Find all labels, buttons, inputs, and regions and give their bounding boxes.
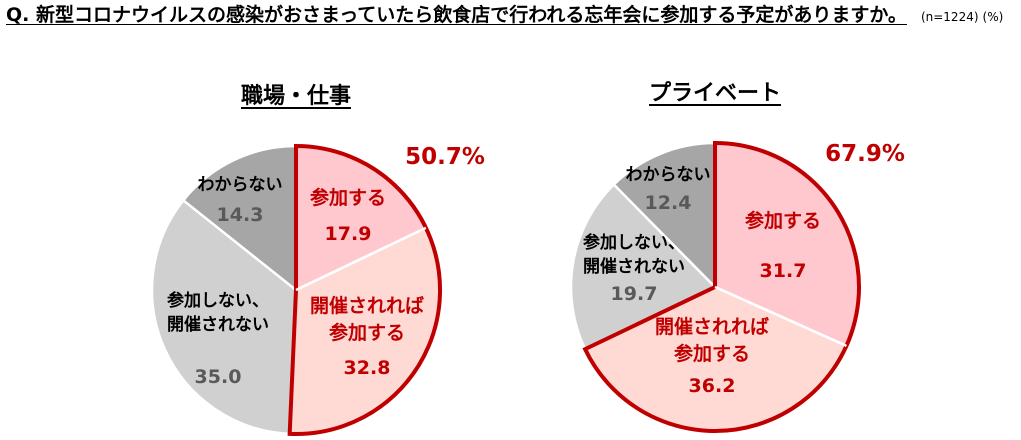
pie-slice-no	[150, 199, 298, 436]
highlight-outline	[582, 140, 861, 433]
slice-value-dontknow: 14.3	[217, 204, 264, 226]
slice-value-attend: 31.7	[760, 260, 807, 282]
slice-label-no: 参加しない、	[583, 232, 685, 253]
slice-value-dontknow: 12.4	[645, 192, 692, 214]
slice-value-attend: 17.9	[325, 223, 372, 245]
slice-label-attend: 参加する	[745, 209, 821, 232]
slice-value-no: 19.7	[611, 283, 658, 305]
slice-divider	[714, 285, 847, 347]
highlight-outline	[287, 143, 442, 436]
slice-label-dontknow: わからない	[626, 165, 711, 185]
pie-slice-dontknow	[612, 141, 717, 289]
slice-label-attend_if: 開催されれば	[655, 315, 769, 338]
slice-label-dontknow: わからない	[198, 175, 283, 195]
slice-label-attend_if: 開催されれば	[310, 294, 424, 317]
highlight-total-label: 50.7%	[405, 144, 485, 170]
unit-label: (%)	[982, 10, 1004, 24]
pie-chart-2: プライベート67.9%参加する31.7開催されれば参加する36.2参加しない、開…	[569, 81, 905, 433]
slice-value-attend_if: 36.2	[689, 375, 736, 397]
slice-label-no: 参加しない、	[167, 290, 269, 311]
slice-label-no: 開催されない	[167, 314, 269, 335]
slice-label-attend_if: 参加する	[329, 321, 405, 344]
slice-value-attend_if: 32.8	[344, 357, 391, 379]
sample-size: (n=1224)	[920, 10, 979, 24]
pie-slice-dontknow	[182, 144, 298, 292]
slice-label-attend_if: 参加する	[674, 342, 750, 365]
question-text: Q. 新型コロナウイルスの感染がおさまっていたら飲食店で行われる忘年会に参加する…	[6, 4, 907, 26]
slice-label-no: 開催されない	[583, 256, 685, 277]
slice-value-no: 35.0	[195, 366, 242, 388]
slice-divider	[295, 226, 427, 292]
chart-title: プライベート	[649, 81, 781, 106]
highlight-total-label: 67.9%	[825, 141, 905, 167]
pie-slice-no	[569, 183, 717, 351]
question-header: Q. 新型コロナウイルスの感染がおさまっていたら飲食店で行われる忘年会に参加する…	[6, 3, 1006, 30]
chart-title: 職場・仕事	[241, 83, 351, 109]
slice-label-attend: 参加する	[310, 186, 386, 209]
